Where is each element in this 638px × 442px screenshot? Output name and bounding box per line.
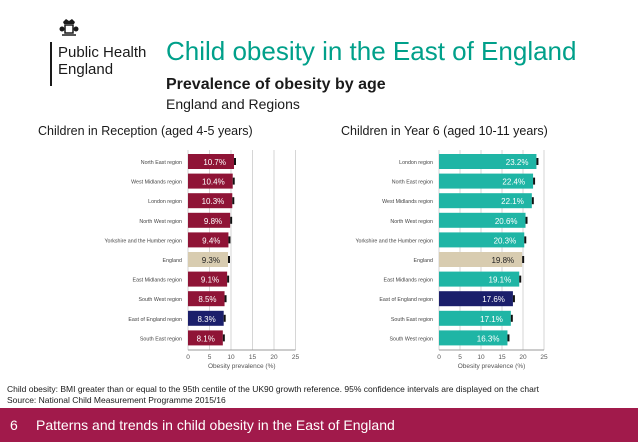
reception-chart: 10.7% North East region 10.4% West Midlands…: [104, 150, 300, 370]
data-label: 19.8%: [491, 256, 514, 265]
category-label: North East region: [392, 180, 433, 186]
bar: [188, 252, 228, 267]
year6-chart-title: Children in Year 6 (aged 10-11 years): [341, 124, 548, 138]
category-label: England: [163, 258, 182, 264]
bar: [188, 310, 224, 326]
data-label: 10.7%: [203, 158, 226, 167]
category-label: Yorkshire and the Humber region: [355, 238, 433, 244]
category-label: North West region: [390, 219, 433, 225]
definition-note: Child obesity: BMI greater than or equal…: [7, 384, 540, 394]
bar: [439, 330, 508, 346]
data-label: 20.3%: [494, 236, 517, 245]
bar: [188, 232, 229, 248]
bar: [439, 232, 525, 248]
bar: [188, 154, 235, 169]
slide-title: Child obesity in the East of England: [166, 36, 577, 66]
x-tick-label: 0: [437, 354, 441, 361]
category-label: London region: [148, 199, 182, 205]
category-label: South West region: [390, 336, 434, 342]
page-number: 6: [10, 417, 18, 433]
x-tick-label: 15: [498, 354, 506, 361]
category-label: North West region: [139, 219, 182, 225]
footer-text: Patterns and trends in child obesity in …: [36, 417, 395, 433]
year6-chart: 23.2% London region 22.4% North East region…: [355, 150, 548, 370]
data-label: 10.4%: [202, 178, 225, 187]
logo-rule: [50, 42, 52, 86]
data-label: 23.2%: [506, 158, 529, 167]
category-label: London region: [399, 160, 433, 166]
category-label: West Midlands region: [382, 199, 433, 205]
source-note: Source: National Child Measurement Progr…: [7, 395, 226, 405]
data-label: 9.8%: [204, 217, 222, 226]
x-tick-label: 5: [458, 354, 462, 361]
bar: [188, 173, 233, 189]
x-tick-label: 20: [270, 354, 278, 361]
bar: [188, 193, 233, 209]
x-tick-label: 20: [519, 354, 527, 361]
category-label: North East region: [141, 160, 182, 166]
data-label: 17.1%: [480, 315, 503, 324]
data-label: 19.1%: [489, 276, 512, 285]
category-label: West Midlands region: [131, 180, 182, 186]
bar: [439, 291, 513, 307]
data-label: 8.3%: [197, 315, 215, 324]
category-label: East Midlands region: [384, 278, 434, 284]
data-label: 20.6%: [495, 217, 518, 226]
x-tick-label: 25: [292, 354, 300, 361]
x-tick-label: 10: [477, 354, 485, 361]
category-label: South East region: [391, 317, 433, 323]
data-label: 8.5%: [198, 295, 216, 304]
category-label: England: [414, 258, 433, 264]
footer-bar: 6 Patterns and trends in child obesity i…: [0, 408, 638, 442]
category-label: South East region: [140, 336, 182, 342]
category-label: Yorkshire and the Humber region: [104, 238, 182, 244]
reception-chart-title: Children in Reception (aged 4-5 years): [38, 124, 253, 138]
data-label: 22.1%: [501, 197, 524, 206]
x-tick-label: 15: [249, 354, 257, 361]
data-label: 17.6%: [482, 295, 505, 304]
x-tick-label: 0: [186, 354, 190, 361]
bar: [188, 330, 223, 346]
bar: [439, 193, 532, 209]
data-label: 10.3%: [202, 197, 225, 206]
data-label: 22.4%: [502, 178, 525, 187]
category-label: East of England region: [128, 317, 182, 323]
bar: [439, 252, 523, 267]
data-label: 9.4%: [202, 236, 220, 245]
x-tick-label: 10: [227, 354, 235, 361]
data-label: 9.3%: [202, 256, 220, 265]
slide-subtitle: Prevalence of obesity by age: [166, 76, 386, 93]
bar: [439, 271, 520, 287]
bar: [439, 212, 526, 228]
royal-crest-icon: [59, 19, 79, 36]
category-label: East Midlands region: [133, 278, 183, 284]
x-axis-label: Obesity prevalence (%): [458, 363, 526, 370]
slide-subtitle-regions: England and Regions: [166, 96, 300, 112]
data-label: 9.1%: [201, 276, 219, 285]
category-label: South West region: [139, 297, 183, 303]
x-tick-label: 25: [540, 354, 548, 361]
logo-name: Public Health England: [58, 44, 147, 78]
phe-logo: Public Health England: [48, 16, 158, 86]
bar: [439, 154, 537, 169]
x-axis-label: Obesity prevalence (%): [208, 363, 276, 370]
bar: [188, 291, 225, 307]
category-label: East of England region: [379, 297, 433, 303]
bar: [439, 310, 511, 326]
x-tick-label: 5: [208, 354, 212, 361]
bar: [188, 271, 228, 287]
data-label: 16.3%: [477, 334, 500, 343]
data-label: 8.1%: [197, 334, 215, 343]
bar: [439, 173, 534, 189]
bar: [188, 212, 231, 228]
